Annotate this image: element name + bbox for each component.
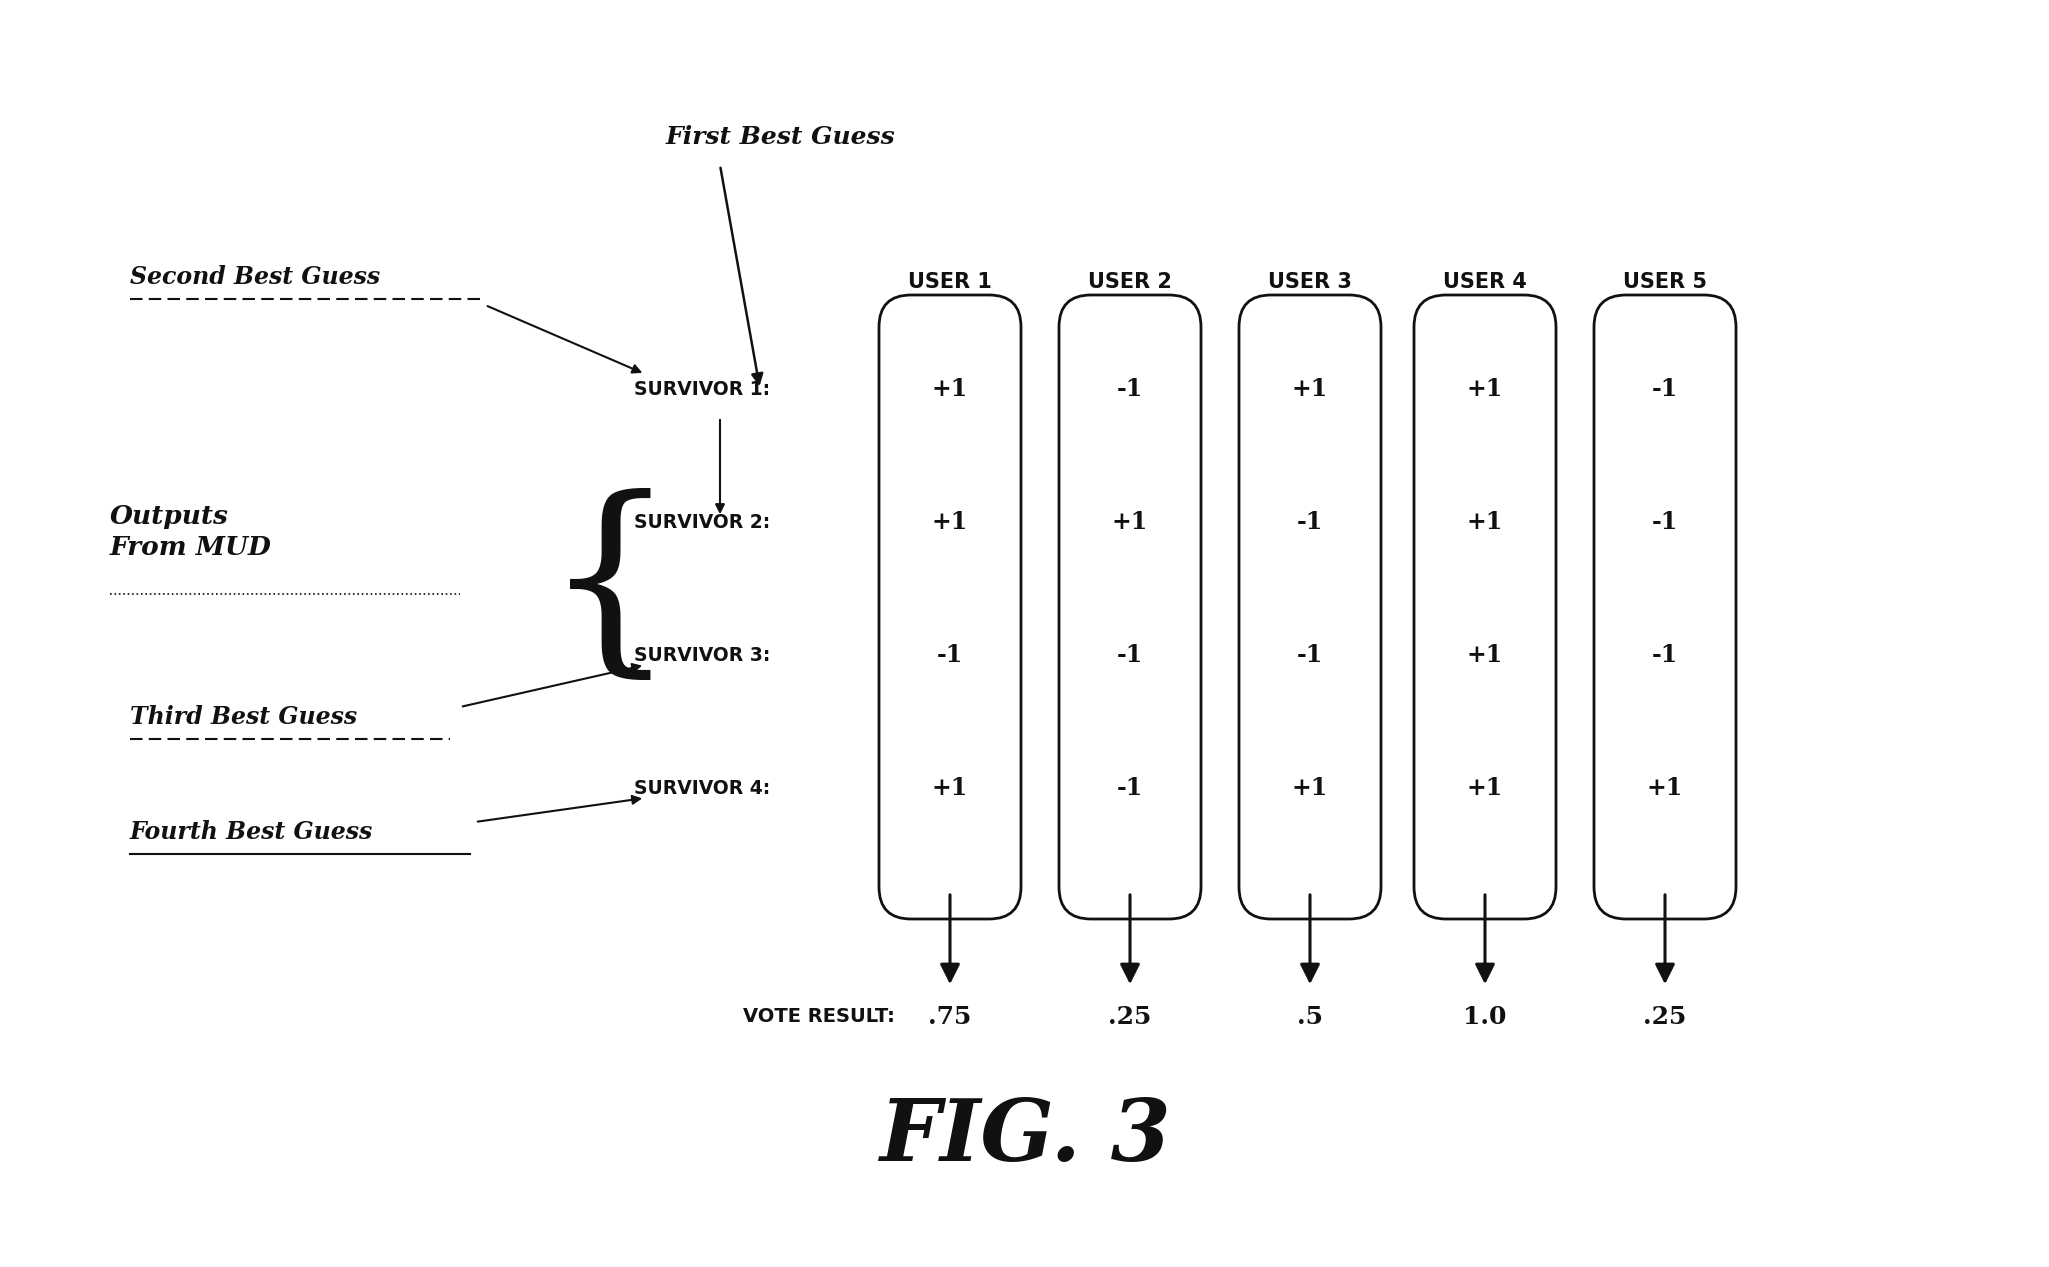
Text: First Best Guess: First Best Guess [666, 125, 895, 150]
Text: -1: -1 [1297, 642, 1324, 666]
Text: +1: +1 [932, 378, 967, 400]
Text: +1: +1 [1467, 775, 1504, 799]
Text: .25: .25 [1643, 1005, 1686, 1029]
Text: .5: .5 [1297, 1005, 1324, 1029]
Text: USER 4: USER 4 [1442, 272, 1527, 291]
Text: +1: +1 [1291, 378, 1328, 400]
Text: USER 1: USER 1 [908, 272, 992, 291]
FancyBboxPatch shape [1240, 295, 1381, 919]
Text: .75: .75 [928, 1005, 971, 1029]
Text: -1: -1 [1117, 378, 1143, 400]
Text: -1: -1 [1297, 511, 1324, 533]
Text: .25: .25 [1109, 1005, 1152, 1029]
Text: USER 3: USER 3 [1268, 272, 1352, 291]
Text: Second Best Guess: Second Best Guess [129, 265, 381, 289]
Text: +1: +1 [932, 775, 967, 799]
FancyBboxPatch shape [879, 295, 1020, 919]
Text: -1: -1 [1117, 775, 1143, 799]
Text: -1: -1 [936, 642, 963, 666]
Text: SURVIVOR 1:: SURVIVOR 1: [633, 380, 770, 399]
Text: +1: +1 [1467, 642, 1504, 666]
Text: {: { [543, 488, 676, 689]
Text: Fourth Best Guess: Fourth Best Guess [129, 820, 373, 844]
Text: SURVIVOR 4:: SURVIVOR 4: [633, 778, 770, 797]
Text: +1: +1 [1113, 511, 1147, 533]
Text: +1: +1 [1467, 378, 1504, 400]
Text: -1: -1 [1117, 642, 1143, 666]
FancyBboxPatch shape [1059, 295, 1201, 919]
Text: -1: -1 [1651, 642, 1678, 666]
Text: USER 5: USER 5 [1623, 272, 1707, 291]
Text: +1: +1 [932, 511, 967, 533]
Text: +1: +1 [1467, 511, 1504, 533]
Text: USER 2: USER 2 [1088, 272, 1172, 291]
Text: +1: +1 [1647, 775, 1682, 799]
Text: SURVIVOR 3:: SURVIVOR 3: [633, 645, 770, 664]
FancyBboxPatch shape [1414, 295, 1555, 919]
Text: -1: -1 [1651, 511, 1678, 533]
Text: Outputs
From MUD: Outputs From MUD [111, 504, 273, 560]
Text: -1: -1 [1651, 378, 1678, 400]
Text: +1: +1 [1291, 775, 1328, 799]
FancyBboxPatch shape [1594, 295, 1736, 919]
Text: SURVIVOR 2:: SURVIVOR 2: [633, 512, 770, 531]
Text: VOTE RESULT:: VOTE RESULT: [744, 1007, 895, 1026]
Text: FIG. 3: FIG. 3 [879, 1095, 1170, 1178]
Text: Third Best Guess: Third Best Guess [129, 704, 357, 729]
Text: 1.0: 1.0 [1463, 1005, 1506, 1029]
